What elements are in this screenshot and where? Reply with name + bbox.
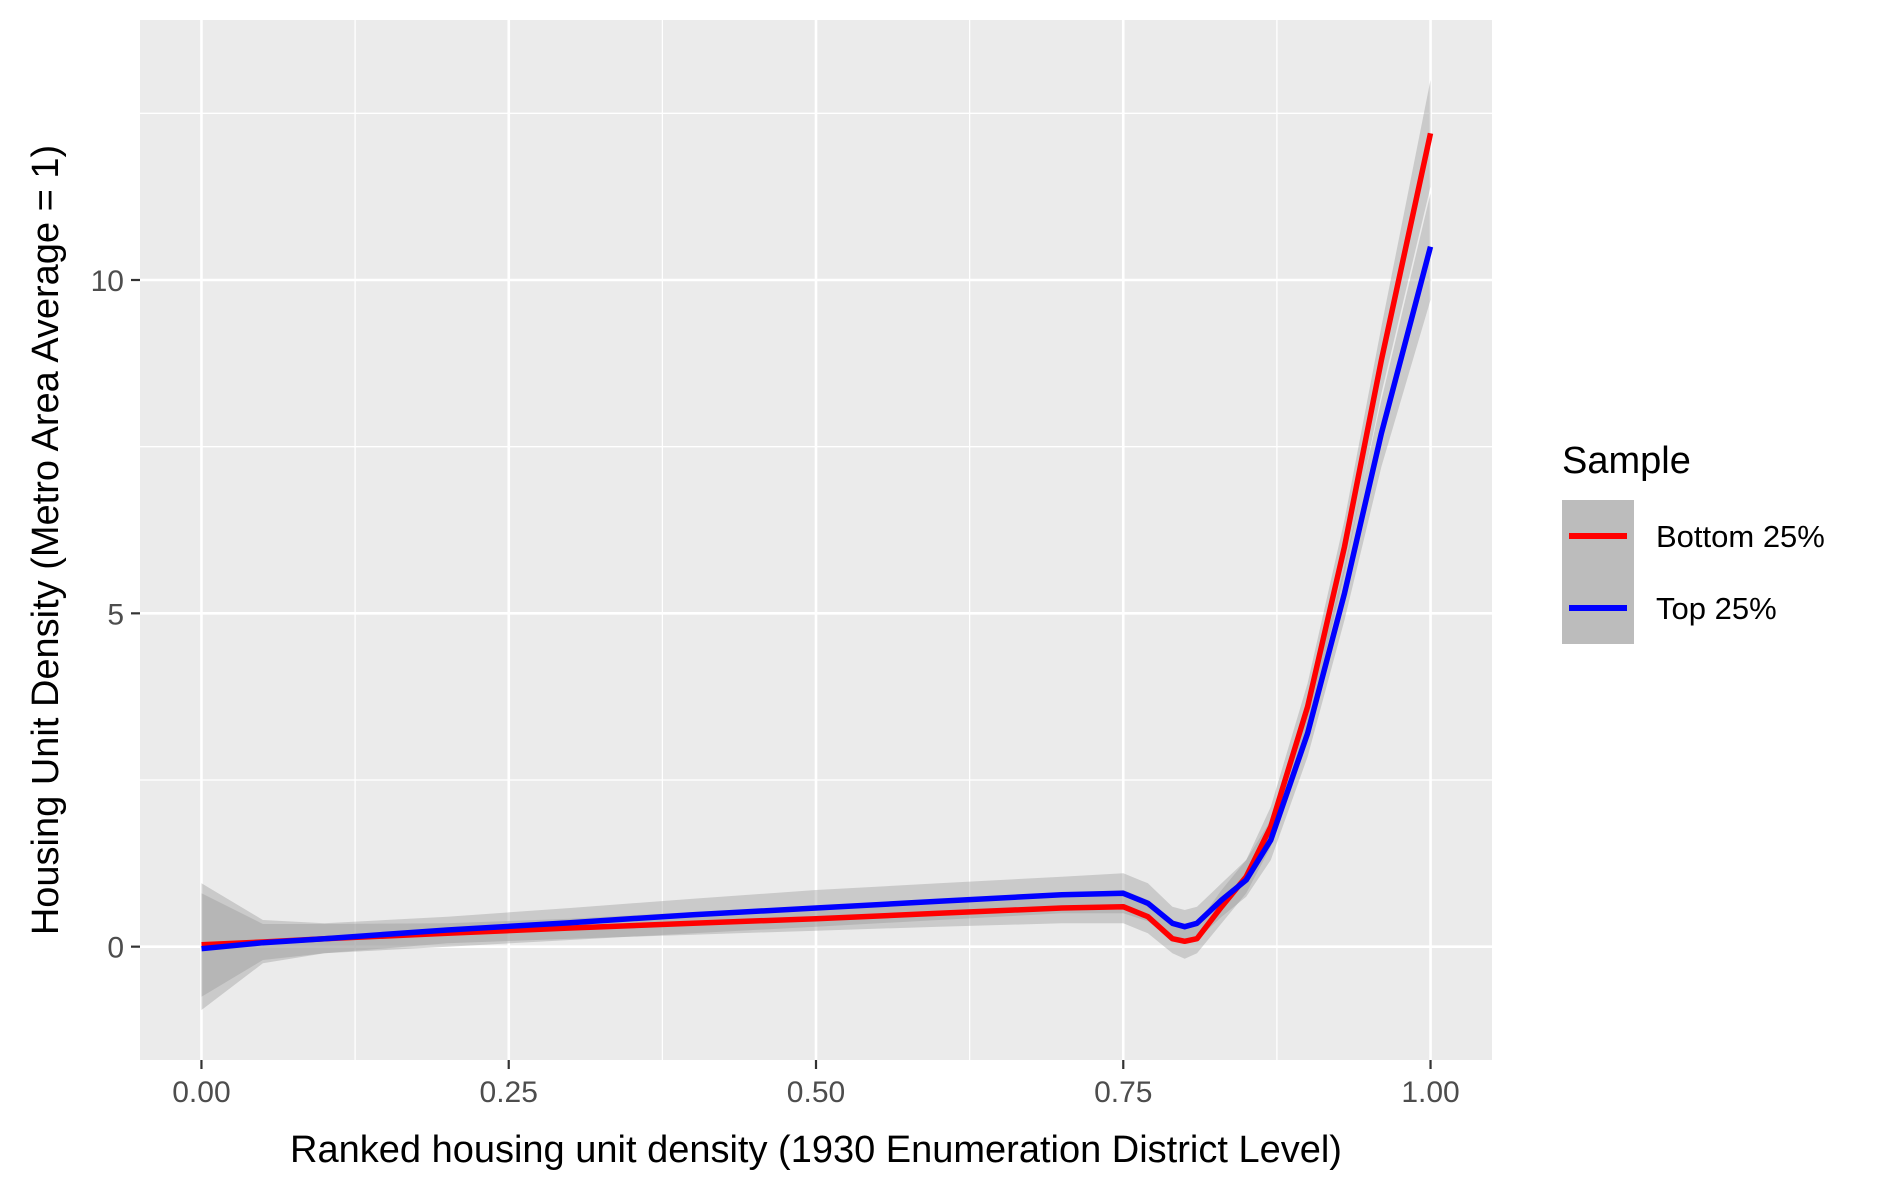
x-axis-ticks: 0.00 0.25 0.50 0.75 1.00 <box>172 1060 1460 1109</box>
legend-label: Top 25% <box>1656 591 1777 626</box>
x-tick-label: 0.25 <box>480 1076 538 1109</box>
legend: Sample Bottom 25% Top 25% <box>1562 440 1825 644</box>
grid-major <box>140 20 1492 1060</box>
y-tick-label: 10 <box>91 265 124 298</box>
legend-label: Bottom 25% <box>1656 519 1825 554</box>
x-tick-label: 1.00 <box>1401 1076 1459 1109</box>
x-tick-label: 0.50 <box>787 1076 845 1109</box>
y-tick-label: 5 <box>107 598 124 631</box>
y-axis-ticks: 0 5 10 <box>91 265 140 965</box>
confidence-ribbons <box>201 80 1431 1011</box>
legend-title: Sample <box>1562 440 1691 482</box>
series-lines <box>201 132 1434 952</box>
y-axis-title: Housing Unit Density (Metro Area Average… <box>25 145 67 935</box>
line-series-1 <box>201 132 1434 948</box>
line-series-2 <box>201 246 1434 952</box>
ribbon-series-2 <box>201 193 1431 1011</box>
y-tick-label: 0 <box>107 932 124 965</box>
x-tick-label: 0.00 <box>172 1076 230 1109</box>
x-axis-title: Ranked housing unit density (1930 Enumer… <box>290 1129 1342 1171</box>
x-tick-label: 0.75 <box>1094 1076 1152 1109</box>
